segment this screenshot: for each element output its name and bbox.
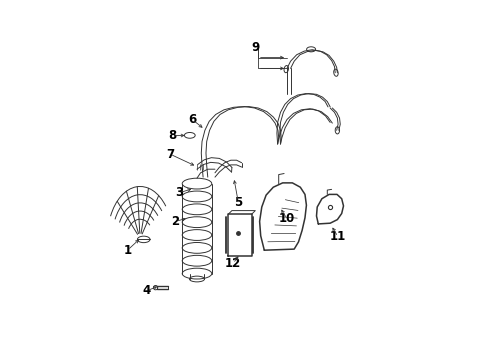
Text: 10: 10	[278, 212, 294, 225]
Text: 1: 1	[123, 244, 131, 257]
Text: 6: 6	[188, 113, 196, 126]
Text: 2: 2	[171, 215, 179, 228]
Text: 3: 3	[175, 186, 183, 199]
Text: 5: 5	[234, 196, 242, 209]
Text: 11: 11	[329, 230, 346, 243]
Text: 8: 8	[168, 129, 176, 142]
Text: 9: 9	[251, 41, 259, 54]
Text: 4: 4	[142, 284, 150, 297]
Text: 12: 12	[224, 257, 241, 270]
Text: 7: 7	[165, 148, 174, 161]
